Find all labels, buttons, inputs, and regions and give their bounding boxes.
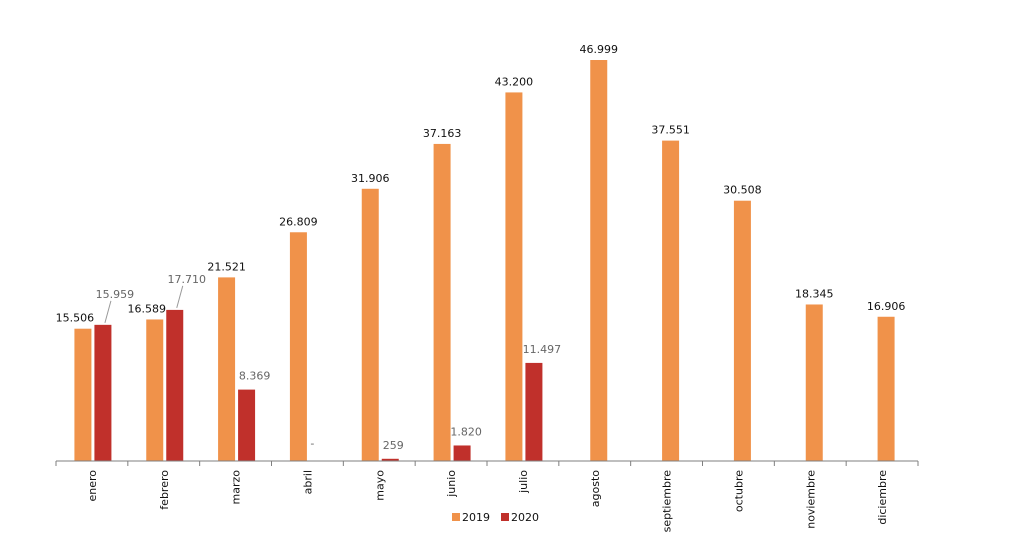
value-label-2020-febrero: 17.710 (168, 273, 207, 286)
bar-2019-julio (505, 92, 523, 462)
x-tick-label-octubre: octubre (732, 470, 745, 512)
leader-line-2020-febrero (176, 285, 184, 309)
value-label-2020-julio: 11.497 (523, 343, 562, 356)
value-label-2019-mayo: 31.906 (351, 172, 390, 185)
bar-2020-junio (453, 445, 471, 461)
legend: 2019 2020 (452, 511, 539, 524)
x-tick-label-junio: junio (445, 470, 458, 498)
x-tick-label-marzo: marzo (230, 470, 243, 505)
leader-lines-layer (104, 285, 184, 323)
value-label-2019-febrero: 16.589 (128, 302, 167, 315)
value-label-2019-agosto: 46.999 (580, 43, 619, 56)
legend-swatch-2019 (452, 513, 460, 521)
x-tick-label-julio: julio (517, 470, 530, 494)
value-label-2019-marzo: 21.521 (207, 260, 246, 273)
x-tick-label-mayo: mayo (373, 470, 386, 501)
x-tick-label-noviembre: noviembre (804, 470, 817, 529)
bars-layer (74, 60, 895, 462)
bar-2019-diciembre (877, 316, 895, 461)
bar-2020-febrero (166, 309, 184, 461)
bar-2019-enero (74, 328, 92, 461)
bar-2019-febrero (146, 319, 164, 461)
bar-2019-septiembre (662, 140, 680, 462)
value-label-2020-abril: - (310, 437, 314, 450)
bar-2019-mayo (361, 188, 379, 462)
bar-2019-abril (289, 232, 307, 461)
bar-2020-marzo (238, 389, 256, 461)
bar-2020-julio (525, 362, 543, 461)
bar-2020-mayo (381, 458, 399, 461)
value-label-2020-mayo: 259 (383, 439, 404, 452)
leader-line-2020-enero (104, 300, 112, 323)
legend-label-2020: 2020 (511, 511, 539, 524)
value-label-2020-enero: 15.959 (96, 288, 135, 301)
value-label-2019-abril: 26.809 (279, 215, 318, 228)
x-axis-ticks (55, 461, 919, 466)
legend-swatch-2020 (501, 513, 509, 521)
value-label-2019-noviembre: 18.345 (795, 287, 834, 300)
x-axis-tick-labels: enero febrero marzo abril mayo junio julio agos… (86, 470, 889, 533)
x-tick-label-septiembre: septiembre (661, 470, 674, 533)
value-label-2019-octubre: 30.508 (723, 184, 762, 197)
bar-2019-octubre (733, 200, 751, 461)
x-tick-label-febrero: febrero (158, 470, 171, 510)
bar-2019-marzo (218, 277, 236, 461)
value-label-2019-julio: 43.200 (495, 75, 534, 88)
x-tick-label-abril: abril (301, 470, 314, 494)
bar-2019-agosto (590, 60, 608, 461)
bar-2019-junio (433, 143, 451, 461)
value-label-2019-septiembre: 37.551 (651, 124, 690, 137)
value-label-2019-diciembre: 16.906 (867, 300, 906, 313)
value-label-2019-junio: 37.163 (423, 127, 462, 140)
bar-2020-enero (94, 324, 112, 461)
x-tick-label-enero: enero (86, 470, 99, 502)
legend-label-2019: 2019 (462, 511, 490, 524)
x-tick-label-diciembre: diciembre (876, 470, 889, 525)
x-tick-label-agosto: agosto (589, 470, 602, 507)
bar-2019-noviembre (805, 304, 823, 461)
value-label-2019-enero: 15.506 (56, 312, 95, 325)
value-label-2020-junio: 1.820 (450, 425, 482, 438)
value-label-2020-marzo: 8.369 (239, 370, 271, 383)
